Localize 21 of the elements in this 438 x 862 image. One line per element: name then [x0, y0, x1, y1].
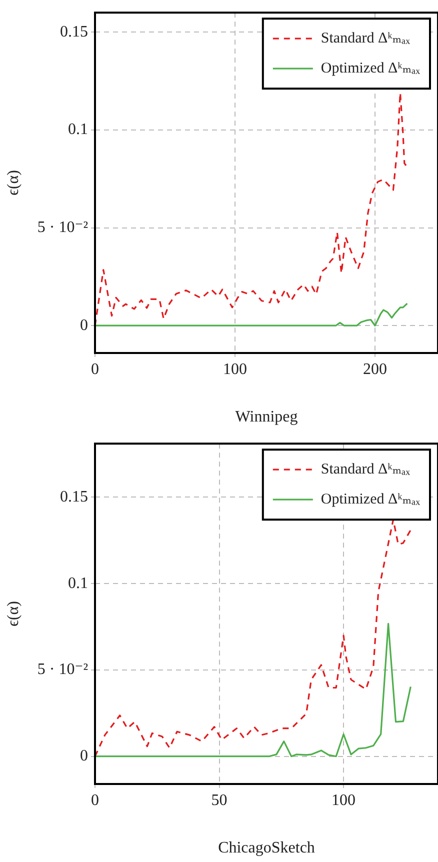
x-tick-label: 100: [223, 360, 247, 378]
legend-label: Standard Δᵏₘₐₓ: [320, 30, 411, 47]
legend-label: Optimized Δᵏₘₐₓ: [320, 60, 421, 77]
line-series: [95, 518, 412, 758]
y-tick-label: 0.15: [60, 488, 88, 506]
x-axis-title: Winnipeg: [235, 408, 298, 426]
y-tick-label: 5 · 10⁻²: [37, 219, 88, 236]
y-tick-label: 0: [80, 316, 88, 334]
y-axis-title: ϵ(α): [4, 170, 22, 196]
legend-label: Standard Δᵏₘₐₓ: [320, 462, 411, 478]
y-tick-label: 5 · 10⁻²: [37, 661, 88, 678]
y-tick-label: 0.1: [68, 574, 88, 592]
y-tick-label: 0.15: [60, 23, 88, 40]
x-tick-label: 100: [332, 792, 356, 809]
x-tick-label: 50: [211, 792, 228, 809]
y-axis-title: ϵ(α): [4, 601, 22, 627]
x-tick-label: 200: [363, 360, 387, 378]
y-tick-label: 0: [80, 748, 88, 765]
x-axis-title: ChicagoSketch: [218, 840, 315, 857]
y-tick-label: 0.1: [68, 121, 88, 138]
legend-label: Optimized Δᵏₘₐₓ: [320, 492, 421, 508]
